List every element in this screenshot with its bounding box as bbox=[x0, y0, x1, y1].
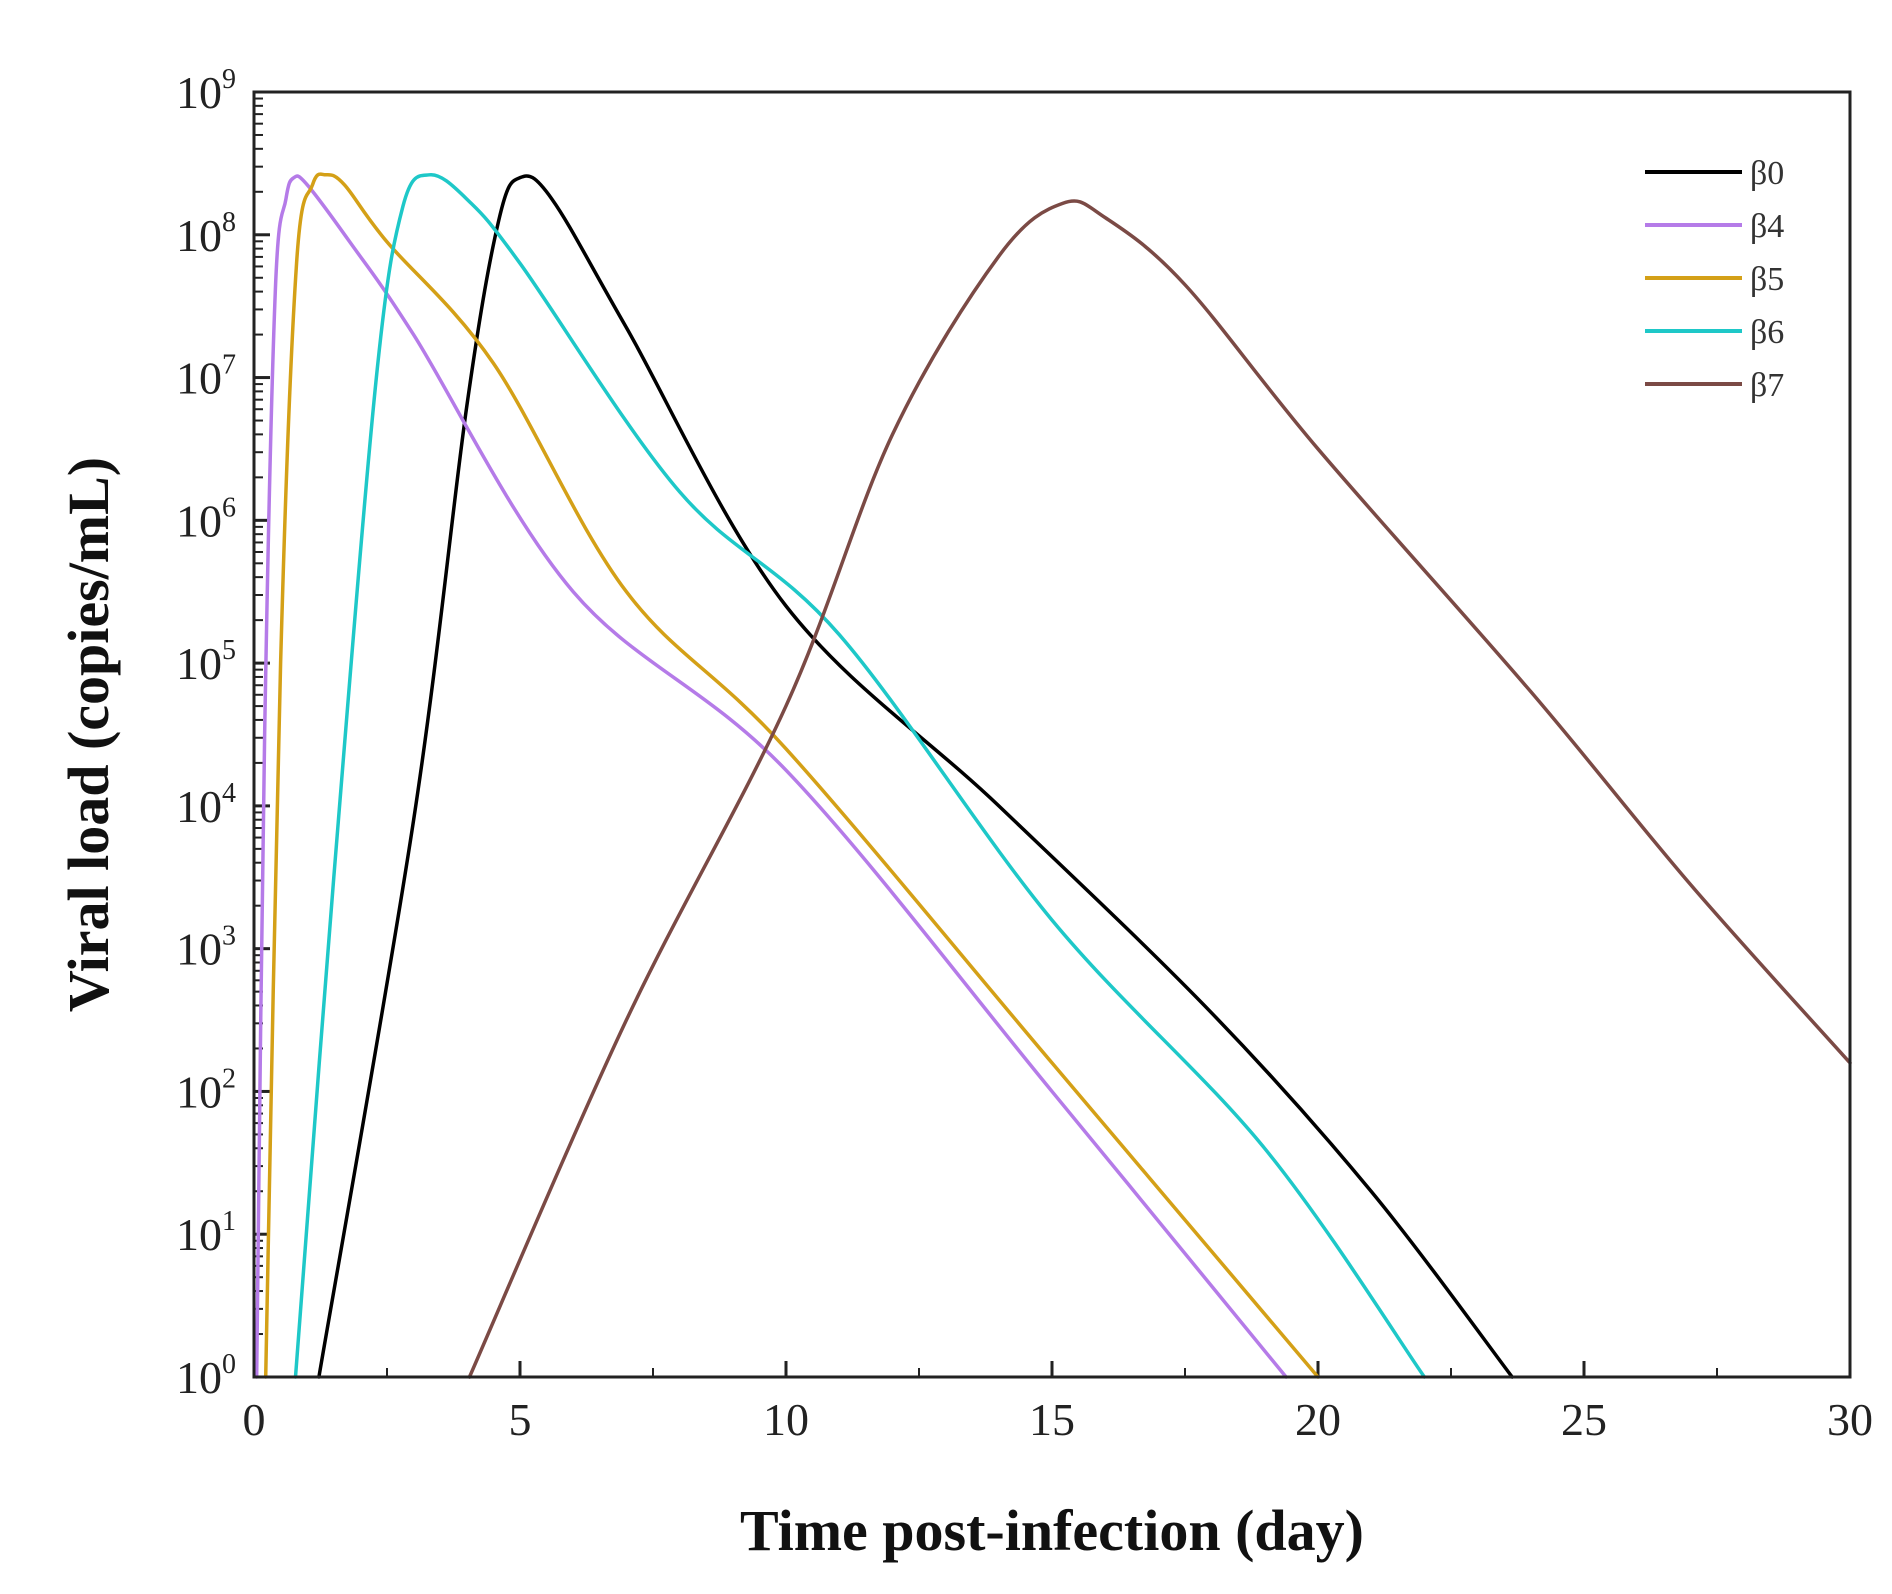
x-tick-label: 5 bbox=[509, 1394, 532, 1445]
x-tick-labels: 0 5 10 15 20 25 30 bbox=[243, 1394, 1874, 1445]
legend-label: β7 bbox=[1750, 367, 1784, 404]
y-tick-label: 107 bbox=[176, 350, 236, 404]
legend-label: β5 bbox=[1750, 261, 1784, 298]
y-tick-label: 104 bbox=[176, 778, 236, 832]
series-line-1 bbox=[254, 174, 1288, 1379]
y-tick-label: 109 bbox=[176, 64, 236, 118]
y-tick-label: 108 bbox=[176, 207, 236, 261]
x-tick-label: 20 bbox=[1295, 1394, 1341, 1445]
series-line-3 bbox=[293, 173, 1427, 1379]
x-tick-label: 25 bbox=[1561, 1394, 1607, 1445]
x-tick-label: 15 bbox=[1029, 1394, 1075, 1445]
series-line-0 bbox=[317, 174, 1514, 1379]
y-tick-label: 100 bbox=[176, 1349, 236, 1403]
y-tick-label: 103 bbox=[176, 921, 236, 975]
x-tick-label: 0 bbox=[243, 1394, 266, 1445]
y-axis-title: Viral load (copies/mL) bbox=[56, 457, 121, 1012]
plot-frame bbox=[252, 90, 1852, 1379]
series-line-2 bbox=[263, 172, 1320, 1379]
x-tick-label: 30 bbox=[1827, 1394, 1873, 1445]
legend-label: β6 bbox=[1750, 314, 1784, 351]
legend-label: β0 bbox=[1750, 155, 1784, 192]
series-line-4 bbox=[467, 199, 1852, 1379]
y-tick-label: 106 bbox=[176, 492, 236, 546]
x-tick-label: 10 bbox=[763, 1394, 809, 1445]
y-tick-labels: 100 101 102 103 104 105 106 107 108 109 bbox=[176, 64, 236, 1403]
y-tick-label: 105 bbox=[176, 635, 236, 689]
series-lines bbox=[254, 172, 1852, 1379]
y-tick-label: 101 bbox=[176, 1206, 236, 1260]
legend: β0 β4 β5 β6 β7 bbox=[1645, 155, 1784, 404]
x-axis-title: Time post-infection (day) bbox=[740, 1498, 1364, 1563]
legend-label: β4 bbox=[1750, 208, 1784, 245]
y-tick-label: 102 bbox=[176, 1063, 236, 1117]
